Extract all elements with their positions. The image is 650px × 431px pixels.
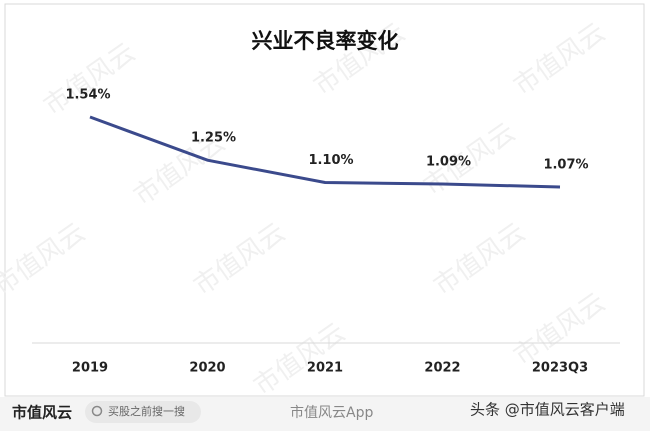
data-label: 1.54% [65,88,110,103]
chart-frame [4,3,645,397]
data-label: 1.10% [308,153,353,168]
x-tick-label: 2020 [189,361,225,376]
footer-logo: 市值风云 [12,404,72,422]
x-tick-label: 2023Q3 [532,361,588,376]
footer-search: 买股之前搜一搜 [108,404,185,418]
line [89,115,561,189]
x-tick-label: 2021 [307,361,343,376]
chart-title: 兴业不良率变化 [252,29,399,53]
search-icon [91,405,103,417]
footer-source: 头条 @市值风云客户端 [470,401,625,419]
data-label: 1.09% [426,155,471,170]
data-label: 1.07% [543,158,588,173]
x-tick-label: 2022 [424,361,460,376]
search-box[interactable] [85,401,201,423]
data-label: 1.25% [191,131,236,146]
footer-app: 市值风云App [290,404,373,421]
x-tick-label: 2019 [72,361,108,376]
